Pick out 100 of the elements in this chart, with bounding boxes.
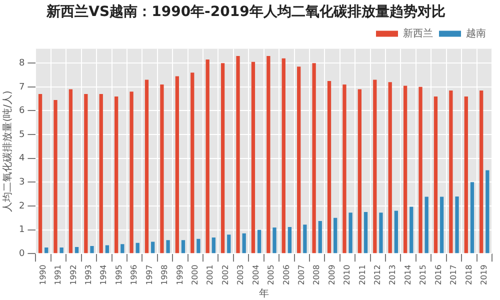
bar bbox=[297, 66, 301, 254]
bar bbox=[60, 247, 64, 254]
x-tick-label: 1992 bbox=[68, 264, 78, 285]
x-tick-label: 2014 bbox=[403, 264, 412, 285]
x-tick-label: 1991 bbox=[54, 264, 63, 285]
y-tick-label: 0 bbox=[18, 248, 25, 259]
x-tick-label: 2019 bbox=[479, 264, 488, 285]
bar bbox=[303, 224, 307, 254]
x-tick-label: 2016 bbox=[434, 264, 443, 285]
bar bbox=[99, 94, 103, 254]
bar bbox=[144, 80, 149, 254]
x-tick-label: 1998 bbox=[160, 264, 170, 285]
bar bbox=[424, 196, 428, 254]
bar bbox=[464, 96, 468, 254]
bar bbox=[227, 234, 231, 254]
x-tick-label: 2003 bbox=[236, 264, 246, 285]
x-tick-label: 2000 bbox=[190, 264, 200, 285]
bar bbox=[160, 84, 164, 254]
bar bbox=[257, 230, 262, 254]
y-tick-label: 8 bbox=[18, 58, 25, 68]
y-tick-label: 7 bbox=[18, 82, 25, 92]
x-tick-label: 1990 bbox=[38, 264, 48, 285]
x-axis-title: 年 bbox=[258, 288, 269, 300]
bar bbox=[151, 242, 155, 254]
bar bbox=[470, 182, 474, 254]
x-tick-label: 1995 bbox=[114, 264, 124, 285]
bar bbox=[190, 72, 194, 254]
x-tick-label: 2009 bbox=[327, 264, 336, 285]
bar bbox=[136, 242, 140, 254]
bar bbox=[242, 233, 246, 254]
y-tick-label: 4 bbox=[18, 154, 25, 164]
bar bbox=[251, 62, 256, 254]
bar bbox=[105, 245, 110, 254]
bar bbox=[348, 212, 352, 254]
x-tick-label: 1996 bbox=[130, 264, 139, 285]
bar bbox=[288, 226, 292, 254]
bar bbox=[394, 210, 398, 254]
y-tick-label: 6 bbox=[18, 106, 25, 116]
bar bbox=[236, 56, 240, 254]
bar bbox=[90, 246, 94, 254]
bar bbox=[74, 246, 79, 254]
x-tick-label: 2012 bbox=[373, 264, 382, 285]
bar bbox=[327, 80, 332, 254]
bar bbox=[181, 240, 186, 254]
x-tick-label: 2011 bbox=[358, 264, 367, 285]
chart-title: 新西兰VS越南：1990年-2019年人均二氧化碳排放量趋势对比 bbox=[46, 3, 446, 20]
x-tick-label: 2006 bbox=[282, 264, 291, 285]
bar bbox=[449, 90, 453, 254]
bar bbox=[68, 89, 73, 254]
y-axis-title: 人均二氧化碳排放量(吨/人) bbox=[2, 90, 14, 212]
x-tick-label: 1997 bbox=[144, 264, 154, 285]
bar bbox=[38, 94, 42, 254]
x-tick-label: 2015 bbox=[418, 264, 428, 285]
bar bbox=[282, 58, 286, 254]
x-tick-label: 2018 bbox=[464, 264, 474, 285]
bar bbox=[175, 76, 179, 254]
x-tick-label: 2010 bbox=[342, 264, 352, 285]
bar bbox=[196, 238, 200, 254]
bar bbox=[166, 240, 170, 254]
x-tick-label: 2017 bbox=[449, 264, 458, 285]
y-tick-label: 2 bbox=[18, 201, 25, 212]
y-tick-label: 5 bbox=[18, 130, 25, 140]
bar bbox=[334, 218, 338, 254]
bar bbox=[455, 196, 459, 254]
bar bbox=[388, 82, 392, 254]
bar bbox=[272, 227, 276, 254]
x-tick-label: 2008 bbox=[312, 264, 322, 285]
bar bbox=[373, 80, 377, 254]
bar bbox=[212, 237, 216, 254]
bar bbox=[120, 244, 124, 254]
bar bbox=[358, 89, 362, 254]
bar bbox=[486, 170, 490, 254]
bar bbox=[312, 63, 316, 254]
bar bbox=[342, 84, 346, 254]
x-tick-label: 2005 bbox=[266, 264, 276, 285]
bar bbox=[403, 86, 408, 254]
legend-label: 越南 bbox=[466, 27, 486, 40]
bar bbox=[114, 96, 118, 254]
bar bbox=[418, 86, 422, 254]
x-tick-label: 2013 bbox=[388, 264, 398, 285]
y-tick-label: 3 bbox=[18, 178, 25, 188]
bar bbox=[130, 92, 134, 254]
x-tick-label: 2002 bbox=[220, 264, 230, 285]
x-tick-label: 2001 bbox=[206, 264, 215, 285]
bar bbox=[410, 206, 414, 254]
bar bbox=[379, 212, 383, 254]
y-tick-label: 1 bbox=[18, 225, 25, 236]
x-tick-label: 1993 bbox=[84, 264, 94, 285]
bar bbox=[480, 90, 484, 254]
legend-label: 新西兰 bbox=[403, 27, 433, 40]
bar bbox=[44, 247, 48, 254]
bar bbox=[84, 94, 88, 254]
bar bbox=[364, 212, 368, 254]
x-tick-label: 1999 bbox=[175, 264, 184, 285]
bar bbox=[318, 221, 322, 254]
x-tick-label: 2007 bbox=[296, 264, 306, 285]
bar bbox=[440, 196, 444, 254]
bar bbox=[266, 56, 270, 254]
bar bbox=[206, 60, 210, 254]
bar bbox=[434, 96, 438, 254]
